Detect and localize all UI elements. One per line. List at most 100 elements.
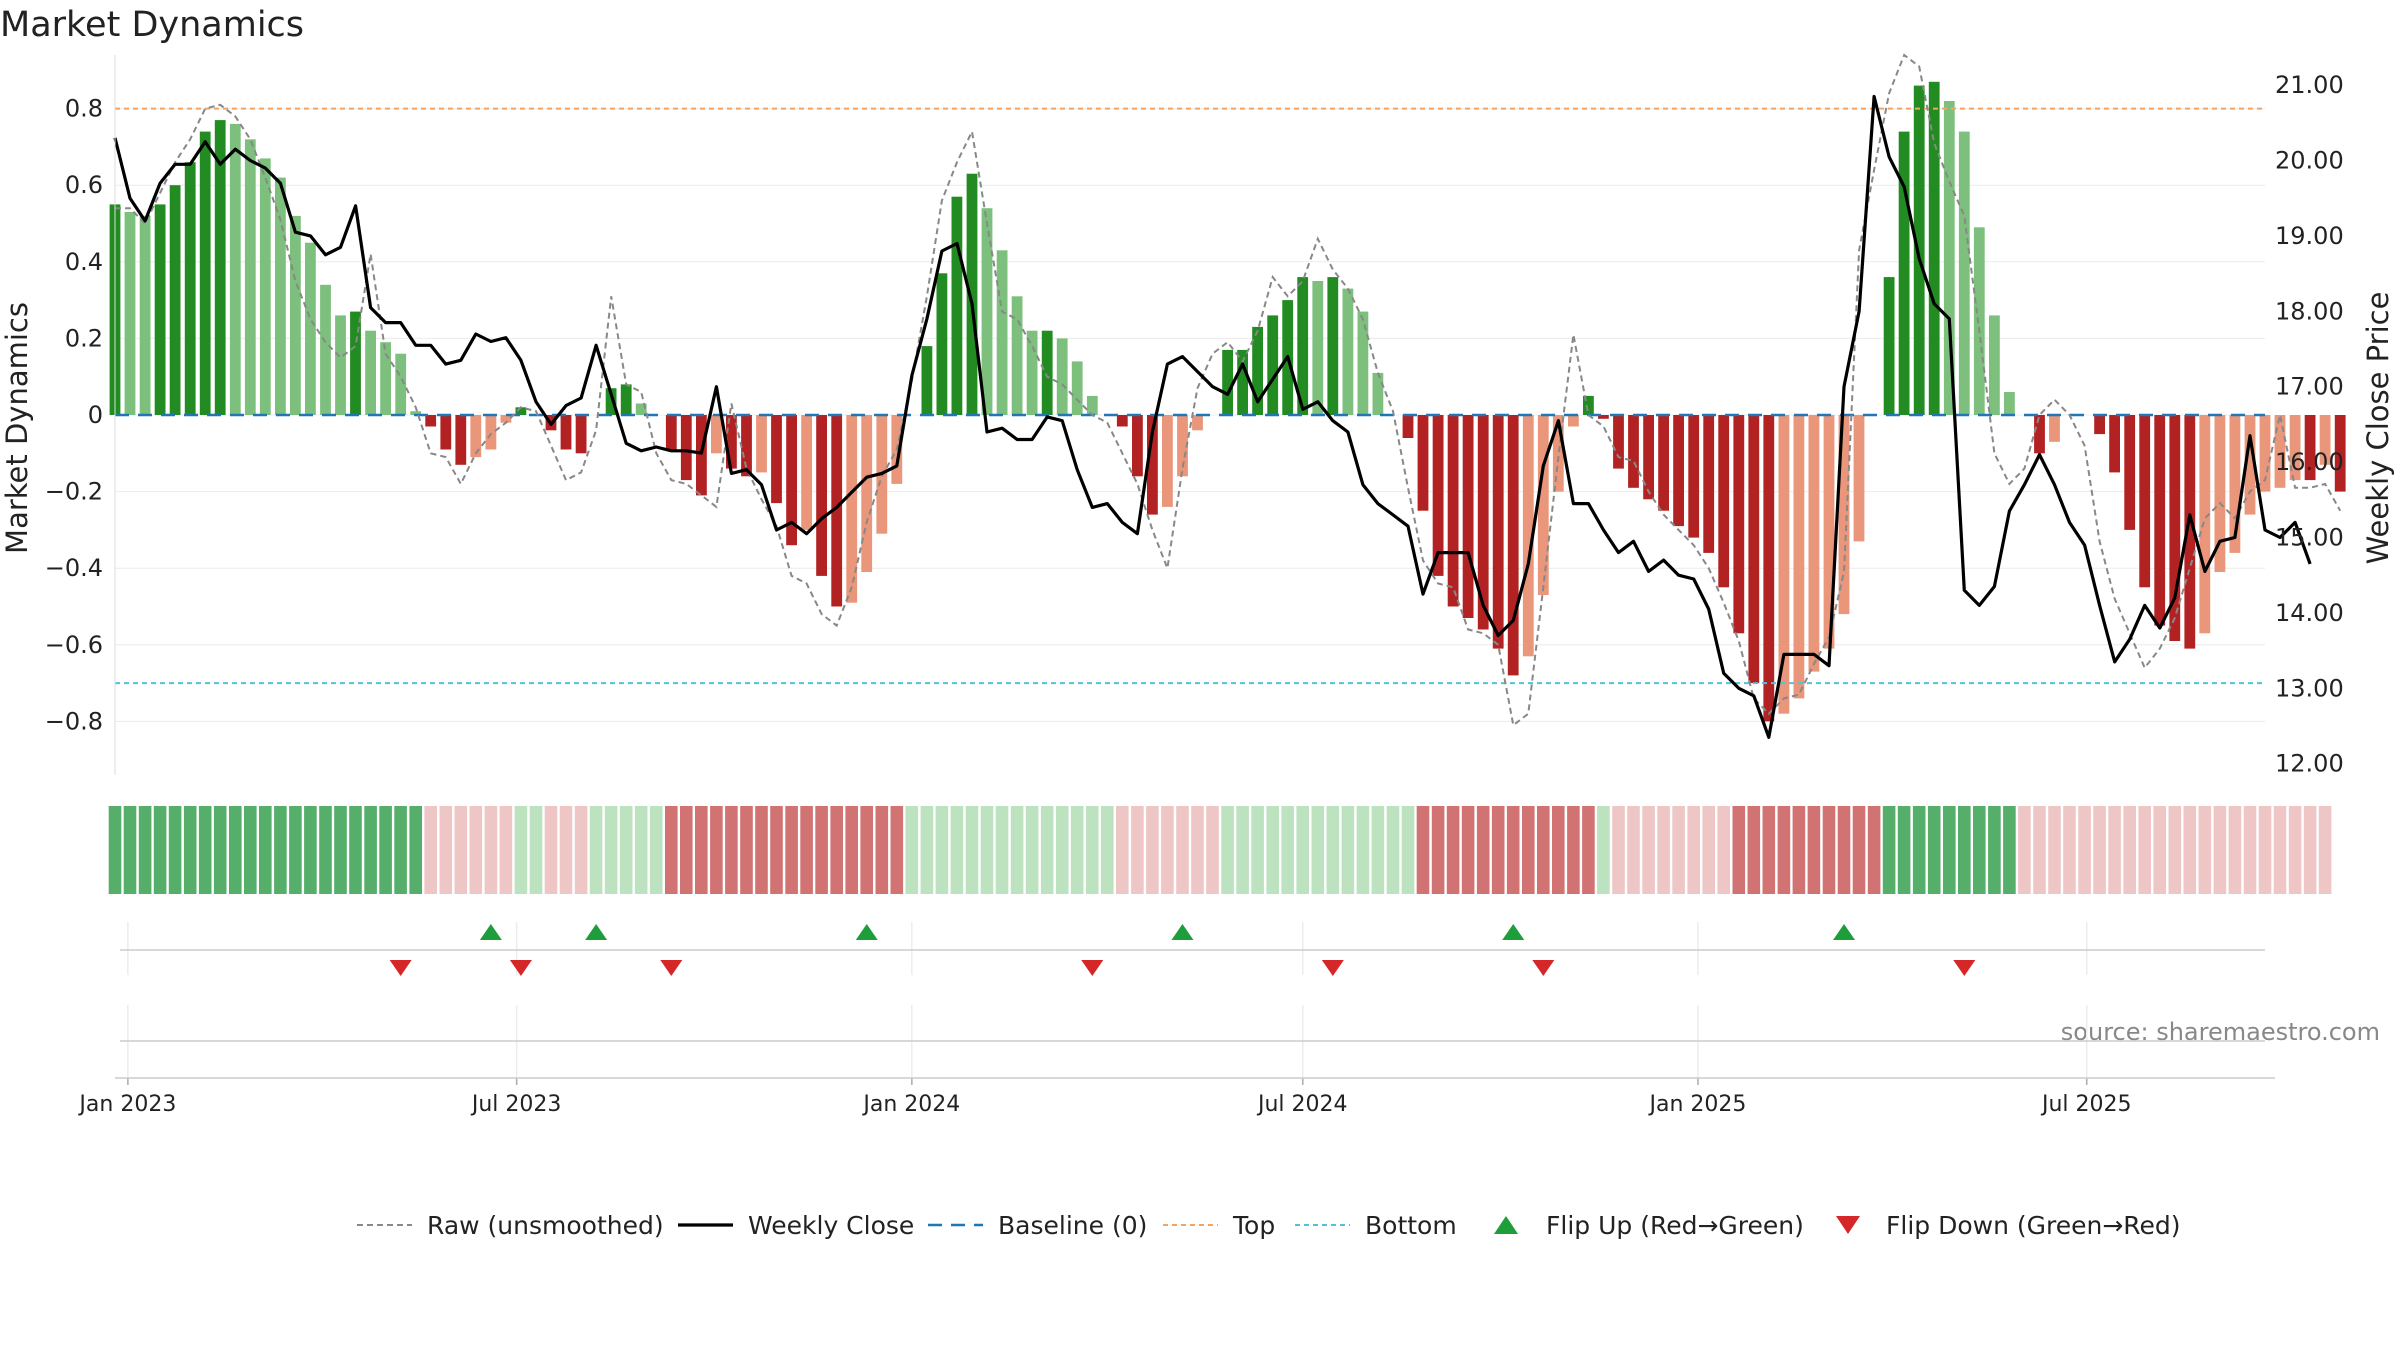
bar [1297, 277, 1309, 415]
state-cell [1266, 806, 1279, 894]
bar [2229, 415, 2241, 553]
state-cell [1086, 806, 1099, 894]
bar [2154, 415, 2166, 626]
y-tick-label: −0.4 [45, 554, 103, 582]
y2-tick-label: 13.00 [2275, 674, 2344, 702]
bar [2244, 415, 2256, 515]
state-strip [108, 806, 2332, 894]
bar [1192, 415, 1203, 431]
bar [816, 415, 827, 576]
legend-label: Bottom [1365, 1211, 1457, 1240]
state-cell [138, 806, 152, 894]
flip-down-marker [509, 960, 532, 976]
state-cell [1747, 806, 1761, 894]
state-cell [1191, 806, 1204, 894]
state-cell [1642, 806, 1655, 894]
state-cell [1446, 806, 1460, 894]
bar [726, 415, 737, 469]
state-cell [1025, 806, 1039, 894]
bar [2304, 415, 2316, 481]
bar [244, 139, 256, 416]
bar-series [109, 81, 2346, 722]
bar [2109, 415, 2120, 473]
x-tick-label: Jan 2023 [77, 1092, 176, 1117]
bar [831, 415, 843, 607]
bar [665, 415, 677, 450]
state-cell [2198, 806, 2212, 894]
state-cell [1762, 806, 1776, 894]
state-cell [800, 806, 813, 894]
state-cell [1401, 806, 1415, 894]
state-cell [2228, 806, 2242, 894]
flip-down-marker [389, 960, 412, 976]
y2-tick-label: 21.00 [2275, 71, 2344, 99]
bar [1372, 372, 1384, 415]
x-tick-label: Jul 2024 [1256, 1092, 1348, 1117]
state-cell [1672, 806, 1685, 894]
bar [2139, 415, 2151, 588]
state-cell [244, 806, 257, 894]
state-cell [2273, 806, 2287, 894]
state-cell [1356, 806, 1370, 894]
weekly-close-line [113, 94, 2312, 739]
state-cell [2183, 806, 2197, 894]
state-cell [2243, 806, 2257, 894]
state-cell [1176, 806, 1189, 894]
state-cell [108, 806, 122, 894]
state-cell [1777, 806, 1791, 894]
state-cell [1973, 806, 1986, 894]
legend-label: Weekly Close [748, 1211, 914, 1240]
bar [575, 415, 587, 454]
bar [1342, 288, 1354, 415]
x-tick-label: Jan 2025 [1648, 1092, 1747, 1117]
bar [425, 415, 437, 427]
bar [1989, 315, 2000, 415]
y-tick-label: −0.8 [45, 707, 103, 735]
bar [2274, 415, 2286, 488]
legend-swatch-flip-up [1494, 1216, 1518, 1234]
bar [1537, 415, 1549, 595]
flip-down-marker [660, 960, 683, 976]
y-tick-label: 0 [88, 401, 103, 429]
bar [1628, 415, 1639, 488]
bar [214, 120, 226, 415]
bar [410, 411, 422, 415]
bar [1748, 415, 1760, 684]
bar [515, 407, 527, 415]
bar [1793, 415, 1805, 699]
bar [500, 415, 512, 423]
legend-item-raw: Raw (unsmoothed) [357, 1211, 664, 1240]
bar [1147, 415, 1158, 515]
flip-down-marker [1953, 960, 1976, 976]
y-tick-label: −0.6 [45, 631, 103, 659]
bar [1432, 415, 1444, 576]
bar [290, 215, 301, 415]
legend-label: Flip Up (Red→Green) [1546, 1211, 1804, 1240]
bar [1718, 415, 1730, 588]
bar [1357, 311, 1369, 415]
state-cell [1912, 806, 1926, 894]
state-cell [1807, 806, 1821, 894]
flip-markers [115, 922, 2275, 1079]
bar [1808, 415, 1820, 672]
state-cell [2258, 806, 2272, 894]
state-cell [695, 806, 708, 894]
state-cell [1386, 806, 1400, 894]
bar [139, 215, 151, 415]
state-cell [2303, 806, 2317, 894]
legend-item-close: Weekly Close [678, 1211, 914, 1240]
legend-label: Baseline (0) [998, 1211, 1147, 1240]
y2-tick-label: 18.00 [2275, 297, 2344, 325]
bar [1327, 277, 1339, 415]
bar [1583, 395, 1594, 415]
state-cell [1732, 806, 1746, 894]
state-cell [153, 806, 167, 894]
bar [560, 415, 572, 450]
legend-item-flip_up: Flip Up (Red→Green) [1494, 1211, 1804, 1240]
y2-tick-label: 17.00 [2275, 373, 2344, 401]
bar [951, 196, 963, 415]
state-cell [1131, 806, 1144, 894]
bar [2289, 415, 2301, 481]
legend-item-top: Top [1163, 1211, 1275, 1240]
bar [2214, 415, 2226, 572]
